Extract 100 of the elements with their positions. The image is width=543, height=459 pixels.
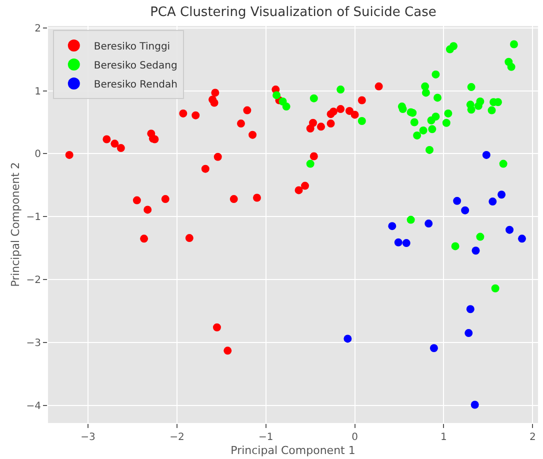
- point: [426, 146, 434, 154]
- point: [345, 106, 354, 115]
- point: [498, 190, 506, 199]
- x-tick-label: −1: [258, 432, 274, 443]
- point: [472, 246, 480, 255]
- point: [329, 108, 338, 116]
- point: [432, 70, 440, 78]
- point: [466, 305, 474, 314]
- point: [451, 242, 460, 250]
- point: [491, 284, 500, 292]
- point: [201, 164, 210, 173]
- y-tick-label: −4: [26, 400, 41, 412]
- chart-title: PCA Clustering Visualization of Suicide Case: [150, 4, 436, 20]
- point: [422, 88, 430, 97]
- point: [464, 329, 473, 338]
- x-tick-label: 0: [352, 432, 358, 443]
- point: [510, 40, 518, 48]
- y-tick-label: 2: [34, 23, 41, 34]
- point: [499, 160, 508, 168]
- legend-label: Beresiko Sedang: [94, 60, 178, 72]
- y-tick-label: −3: [26, 338, 41, 349]
- y-axis-title: Principal Component 2: [8, 162, 22, 287]
- point: [388, 222, 396, 230]
- point: [140, 234, 148, 243]
- point: [294, 186, 303, 194]
- point: [317, 122, 326, 131]
- point: [306, 160, 314, 168]
- point: [192, 111, 200, 120]
- point: [434, 94, 442, 102]
- point: [301, 182, 310, 190]
- point: [65, 150, 74, 159]
- point: [488, 198, 497, 206]
- y-tick-label: 1: [34, 86, 41, 98]
- point: [272, 91, 281, 100]
- point: [161, 195, 170, 204]
- point: [482, 150, 490, 159]
- y-tick-label: 0: [34, 149, 41, 160]
- legend-label: Beresiko Rendah: [94, 79, 178, 90]
- point: [309, 118, 318, 127]
- point: [470, 400, 479, 409]
- point: [230, 195, 238, 204]
- point: [476, 232, 484, 241]
- point: [310, 94, 318, 102]
- x-tick-label: −3: [80, 432, 96, 443]
- point: [236, 120, 245, 128]
- point: [252, 194, 261, 202]
- legend-label: Beresiko Tinggi: [94, 41, 170, 52]
- y-tick-label: −1: [26, 212, 41, 224]
- y-tick-label: −2: [26, 275, 41, 286]
- point: [453, 196, 462, 205]
- point: [488, 106, 496, 114]
- point: [432, 112, 440, 121]
- point: [467, 106, 476, 114]
- point: [224, 346, 232, 355]
- point: [211, 88, 220, 97]
- point: [144, 206, 152, 214]
- point: [506, 226, 514, 234]
- point: [326, 120, 335, 128]
- point: [310, 152, 318, 160]
- point: [444, 109, 452, 118]
- point: [243, 106, 252, 114]
- point: [344, 334, 352, 343]
- point: [394, 238, 402, 246]
- point: [424, 220, 433, 228]
- point: [507, 62, 516, 71]
- x-tick-label: −2: [170, 432, 184, 443]
- point: [282, 102, 290, 111]
- point: [185, 234, 194, 242]
- point: [102, 135, 111, 144]
- x-tick-label: 1: [440, 432, 447, 443]
- point: [336, 105, 345, 114]
- point: [336, 86, 345, 94]
- point: [430, 344, 438, 352]
- point: [461, 206, 470, 214]
- point: [476, 98, 484, 106]
- point: [419, 126, 428, 134]
- point: [402, 239, 410, 248]
- x-axis-title: Principal Component 1: [230, 444, 356, 458]
- point: [428, 125, 436, 134]
- point: [350, 110, 359, 119]
- point: [110, 140, 119, 148]
- point: [410, 118, 418, 126]
- point: [358, 96, 366, 104]
- x-tick-label: 2: [529, 432, 536, 443]
- point: [450, 42, 458, 50]
- point: [210, 98, 218, 107]
- point: [358, 117, 366, 125]
- point: [132, 196, 141, 204]
- point: [518, 234, 526, 243]
- point: [214, 152, 222, 161]
- point: [116, 144, 125, 152]
- point: [467, 83, 476, 92]
- point: [442, 118, 450, 127]
- point: [248, 130, 257, 139]
- point: [406, 216, 415, 224]
- point: [398, 105, 407, 114]
- point: [374, 82, 383, 90]
- point: [179, 109, 188, 118]
- point: [212, 323, 221, 332]
- point: [413, 131, 422, 140]
